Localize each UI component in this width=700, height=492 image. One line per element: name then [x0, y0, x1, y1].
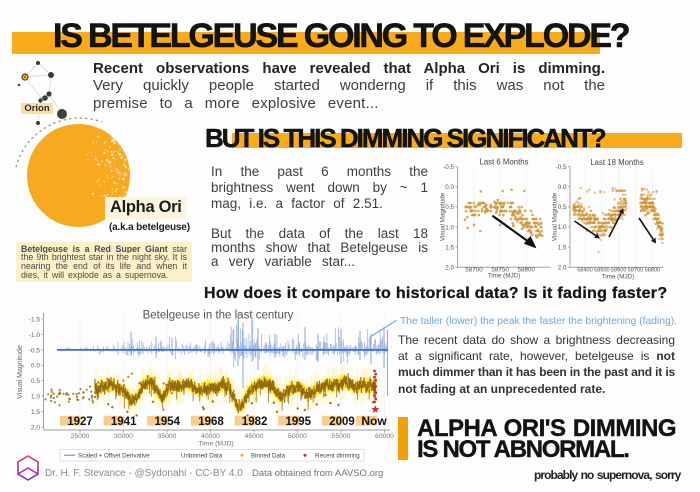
svg-text:Visual Magnitude: Visual Magnitude [440, 192, 447, 241]
svg-text:-0.5: -0.5 [443, 164, 454, 171]
svg-text:0.5: 0.5 [445, 204, 454, 211]
svg-text:Last 6 Months: Last 6 Months [480, 158, 529, 167]
svg-text:1982: 1982 [242, 416, 268, 428]
svg-text:-1.5: -1.5 [29, 316, 41, 323]
svg-text:0.0: 0.0 [558, 184, 567, 191]
svg-text:1.0: 1.0 [558, 224, 567, 231]
svg-text:Time (MJD): Time (MJD) [198, 441, 233, 448]
svg-text:40000: 40000 [201, 433, 220, 440]
svg-text:1995: 1995 [286, 416, 312, 428]
svg-text:Visual Magnitude: Visual Magnitude [552, 192, 559, 241]
svg-text:55000: 55000 [332, 433, 351, 440]
svg-text:45000: 45000 [245, 433, 264, 440]
svg-text:1.0: 1.0 [445, 224, 454, 231]
svg-text:58750: 58750 [491, 267, 509, 274]
svg-text:Unbinned Data: Unbinned Data [181, 452, 223, 459]
svg-text:Now: Now [361, 414, 387, 428]
svg-text:2.0: 2.0 [445, 264, 454, 271]
svg-text:35000: 35000 [158, 433, 177, 440]
svg-text:58500: 58500 [594, 268, 610, 274]
svg-text:Recent dimming: Recent dimming [315, 452, 360, 459]
svg-text:1954: 1954 [155, 416, 181, 428]
svg-text:Time (MJD): Time (MJD) [488, 273, 521, 280]
svg-text:-0.5: -0.5 [556, 164, 567, 171]
svg-text:0.5: 0.5 [31, 378, 40, 385]
svg-text:25000: 25000 [71, 433, 90, 440]
svg-text:50000: 50000 [288, 433, 307, 440]
svg-text:-1.0: -1.0 [29, 332, 41, 339]
svg-text:Betelgeuse in the last century: Betelgeuse in the last century [143, 310, 294, 322]
svg-text:58800: 58800 [517, 267, 535, 274]
svg-text:1927: 1927 [67, 416, 93, 428]
svg-text:0.0: 0.0 [31, 363, 40, 370]
svg-text:Last 18 Months: Last 18 Months [590, 158, 643, 167]
svg-text:-0.5: -0.5 [29, 347, 41, 354]
svg-text:2.0: 2.0 [31, 424, 40, 431]
svg-text:1941: 1941 [111, 416, 137, 428]
svg-text:1.5: 1.5 [445, 244, 454, 251]
svg-text:Time (MJD): Time (MJD) [602, 274, 635, 281]
svg-text:1.5: 1.5 [31, 409, 40, 416]
svg-text:30000: 30000 [114, 433, 133, 440]
svg-text:Visual Magnitude: Visual Magnitude [17, 345, 24, 399]
svg-text:58700: 58700 [628, 268, 644, 274]
svg-text:0.5: 0.5 [558, 204, 567, 211]
svg-text:58600: 58600 [611, 268, 627, 274]
svg-text:Scaled + Offset Derivative: Scaled + Offset Derivative [78, 452, 150, 459]
svg-text:1.5: 1.5 [558, 244, 567, 251]
svg-text:2.0: 2.0 [558, 265, 567, 272]
svg-text:58700: 58700 [465, 267, 483, 274]
svg-text:2009: 2009 [329, 416, 355, 428]
svg-text:0.0: 0.0 [445, 184, 454, 191]
svg-text:Binned Data: Binned Data [251, 452, 286, 459]
svg-text:58400: 58400 [577, 268, 593, 274]
svg-text:1968: 1968 [198, 416, 224, 428]
svg-text:60000: 60000 [375, 433, 394, 440]
svg-text:58800: 58800 [645, 268, 661, 274]
svg-text:1.0: 1.0 [31, 394, 40, 401]
